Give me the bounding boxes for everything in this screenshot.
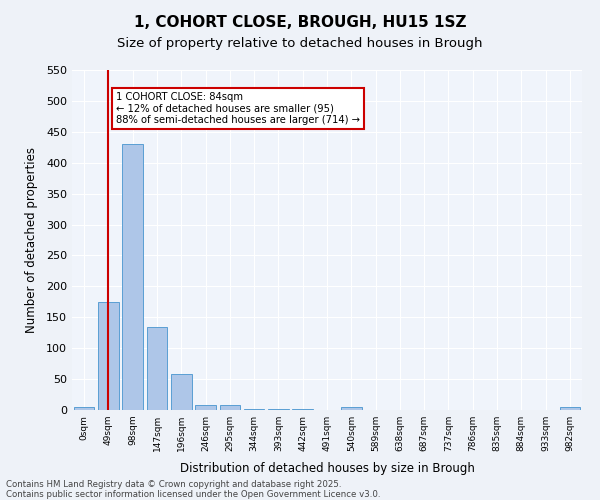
Text: 1, COHORT CLOSE, BROUGH, HU15 1SZ: 1, COHORT CLOSE, BROUGH, HU15 1SZ bbox=[134, 15, 466, 30]
Bar bbox=[195, 405, 216, 410]
Bar bbox=[122, 144, 143, 410]
Bar bbox=[341, 407, 362, 410]
Bar bbox=[560, 407, 580, 410]
Y-axis label: Number of detached properties: Number of detached properties bbox=[25, 147, 38, 333]
Bar bbox=[171, 374, 191, 410]
X-axis label: Distribution of detached houses by size in Brough: Distribution of detached houses by size … bbox=[179, 462, 475, 475]
Bar bbox=[146, 326, 167, 410]
Bar bbox=[98, 302, 119, 410]
Text: Size of property relative to detached houses in Brough: Size of property relative to detached ho… bbox=[117, 38, 483, 51]
Bar bbox=[220, 405, 240, 410]
Bar bbox=[74, 407, 94, 410]
Bar bbox=[244, 409, 265, 410]
Text: 1 COHORT CLOSE: 84sqm
← 12% of detached houses are smaller (95)
88% of semi-deta: 1 COHORT CLOSE: 84sqm ← 12% of detached … bbox=[116, 92, 360, 125]
Text: Contains HM Land Registry data © Crown copyright and database right 2025.
Contai: Contains HM Land Registry data © Crown c… bbox=[6, 480, 380, 500]
